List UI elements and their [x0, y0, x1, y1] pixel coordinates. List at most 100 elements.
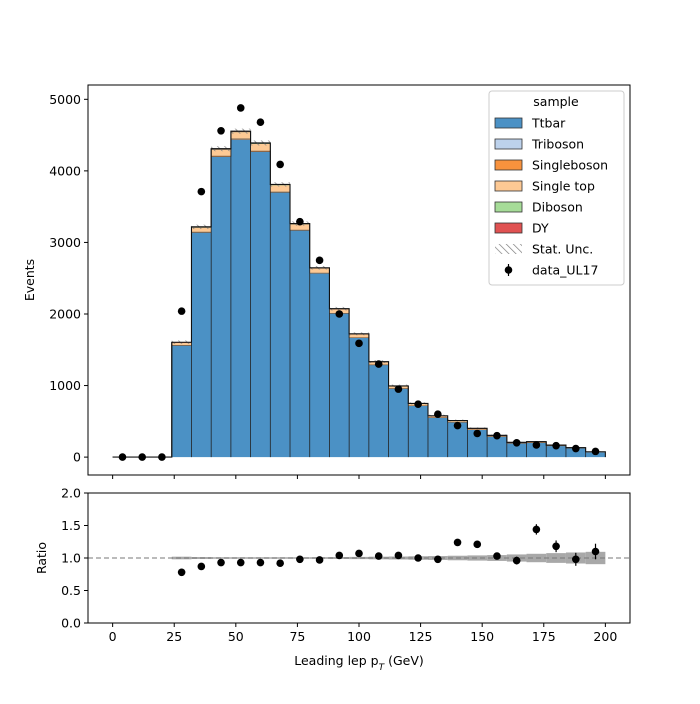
bar — [349, 334, 369, 338]
y-tick-label: 0.0 — [61, 616, 81, 631]
bar — [270, 184, 291, 192]
x-tick-label: 200 — [593, 629, 617, 644]
data-point — [532, 441, 541, 449]
legend-swatch-hatch — [495, 244, 522, 254]
data-point — [512, 438, 521, 447]
bar — [290, 224, 310, 230]
legend-marker — [504, 266, 513, 274]
data-point — [434, 410, 442, 418]
bar — [191, 227, 212, 232]
legend-label: Stat. Unc. — [532, 242, 593, 257]
legend-swatch — [494, 222, 523, 234]
y-tick-label: 0 — [73, 450, 81, 465]
legend-label: DY — [532, 221, 549, 236]
main-plot-panel: 0 1000 2000 3000 4000 5000 Events — [22, 84, 631, 479]
ratio-point — [591, 547, 600, 556]
bar — [270, 192, 291, 458]
ratio-y-ticks: 0.0 0.5 1.0 1.5 2.0 — [61, 486, 88, 631]
ratio-point — [217, 558, 225, 567]
legend-swatch — [494, 201, 523, 213]
x-tick-label: 175 — [532, 629, 556, 644]
bar — [447, 422, 468, 458]
ratio-point — [256, 558, 265, 567]
bar — [211, 155, 231, 157]
legend-frame — [488, 90, 625, 286]
ratio-point — [374, 552, 383, 560]
ratio-unc-bin — [467, 555, 488, 561]
y-tick-label: 2.0 — [61, 486, 81, 501]
ratio-unc-bin — [211, 557, 231, 559]
bar — [349, 337, 369, 458]
data-point — [394, 385, 403, 393]
y-tick-label: 1.5 — [61, 518, 81, 533]
data-point — [177, 307, 186, 315]
data-point — [473, 429, 482, 438]
data-point — [493, 431, 501, 440]
ratio-point — [355, 549, 363, 558]
bar — [191, 232, 212, 458]
data-point — [197, 187, 206, 196]
legend-item: Single top — [494, 179, 595, 194]
bar — [250, 150, 271, 152]
ratio-point — [276, 559, 284, 567]
legend: sample Ttbar Triboson Singleboson Single to… — [488, 90, 625, 286]
bar — [230, 138, 251, 140]
ratio-point — [512, 556, 521, 565]
bar — [368, 364, 389, 458]
x-axis-label: Leading lep pT (GeV) — [294, 653, 424, 673]
data-point — [453, 421, 462, 430]
legend-label: Single top — [532, 179, 595, 194]
ratio-point — [315, 556, 324, 564]
bar — [211, 156, 231, 458]
ratio-point — [434, 555, 442, 564]
legend-swatch — [494, 180, 523, 192]
ratio-x-ticks: 0 25 50 75 100 125 150 175 200 — [109, 623, 617, 644]
ratio-point — [473, 540, 482, 549]
ratio-point — [177, 568, 186, 577]
x-tick-label: 125 — [409, 629, 433, 644]
data-point — [591, 447, 600, 456]
legend-label: Triboson — [531, 137, 584, 152]
y-tick-label: 0.5 — [61, 583, 81, 598]
y-tick-label: 1.0 — [61, 551, 81, 566]
y-tick-label: 4000 — [49, 163, 81, 178]
x-tick-label: 150 — [470, 629, 494, 644]
ratio-point — [572, 555, 580, 564]
legend-item: Diboson — [494, 200, 583, 215]
bar — [329, 313, 350, 458]
ratio-points — [177, 524, 600, 577]
legend-label: data_UL17 — [532, 263, 598, 278]
bar — [408, 405, 428, 458]
data-point — [572, 444, 580, 453]
bar — [487, 436, 507, 458]
legend-label: Singleboson — [532, 158, 608, 173]
bar — [230, 131, 251, 139]
bar — [467, 429, 488, 458]
legend-label: Diboson — [532, 200, 583, 215]
x-tick-label: 50 — [228, 629, 244, 644]
x-tick-label: 25 — [166, 629, 182, 644]
ratio-point — [335, 551, 344, 560]
ratio-point — [493, 552, 501, 560]
bar — [290, 230, 310, 458]
data-point — [217, 126, 225, 135]
y-tick-label: 3000 — [49, 235, 81, 250]
legend-label: Ttbar — [531, 116, 566, 131]
data-point — [236, 104, 245, 112]
main-y-ticks: 0 1000 2000 3000 4000 5000 — [49, 92, 88, 465]
data-point — [118, 453, 127, 461]
legend-item: Triboson — [494, 137, 584, 152]
data-point — [355, 339, 363, 348]
x-tick-label: 100 — [347, 629, 371, 644]
legend-item: Singleboson — [494, 158, 608, 173]
ratio-point — [532, 525, 541, 534]
ratio-y-axis-label: Ratio — [34, 542, 49, 574]
y-tick-label: 1000 — [49, 378, 81, 393]
data-point — [335, 310, 344, 318]
bar — [309, 273, 330, 458]
data-point — [256, 118, 265, 127]
bar — [506, 443, 527, 458]
main-x-ticks — [112, 475, 606, 479]
legend-item: Stat. Unc. — [495, 242, 593, 257]
bar — [309, 268, 330, 273]
